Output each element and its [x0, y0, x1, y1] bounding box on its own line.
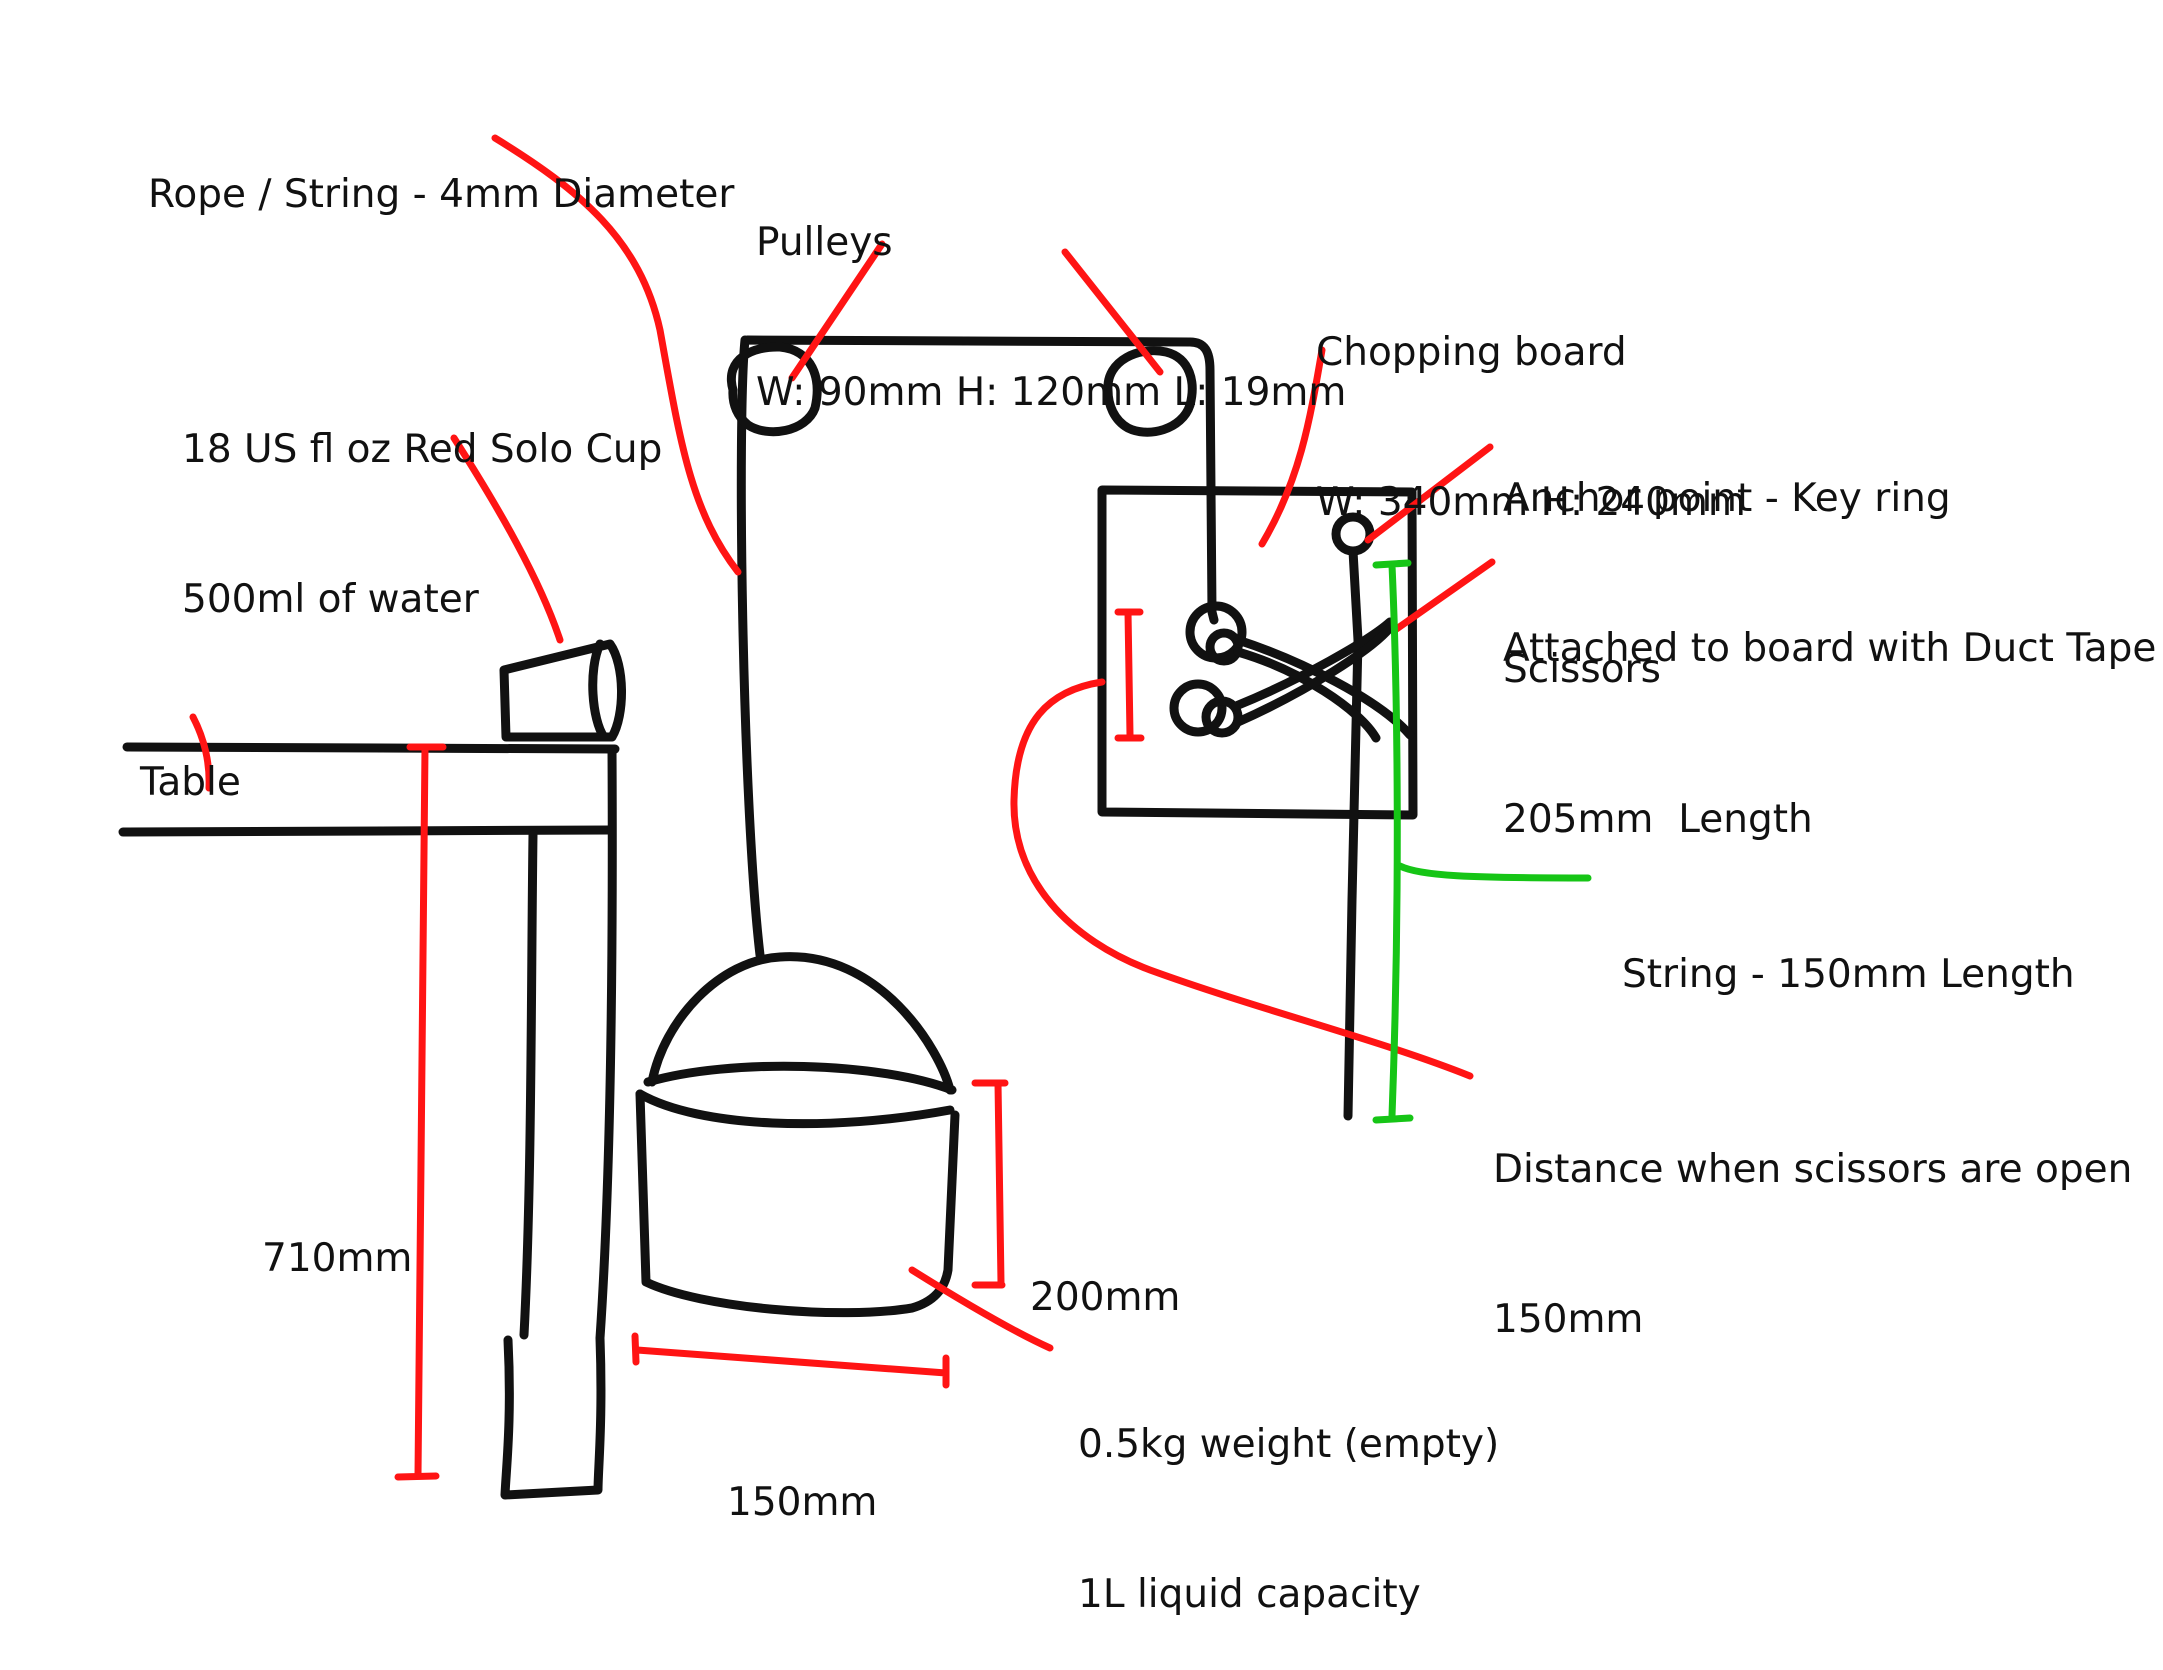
- label-scissors-title: Scissors: [1503, 647, 1661, 692]
- label-rope: Rope / String - 4mm Diameter: [148, 70, 734, 270]
- label-anchor-desc: Attached to board with Duct Tape: [1503, 626, 2157, 671]
- rope-frame: [736, 335, 1219, 960]
- label-distance-value: 150mm: [1493, 1297, 1644, 1342]
- leader-board: [1258, 346, 1326, 548]
- bucket-rim: [635, 1061, 957, 1129]
- label-rope-text: Rope / String - 4mm Diameter: [148, 172, 735, 217]
- label-board: Chopping board W: 340mm H: 240mm: [1316, 228, 1746, 578]
- label-scissors: Scissors 205mm Length: [1503, 545, 1813, 895]
- scissors-icon: [1169, 601, 1415, 743]
- label-bucket: 0.5kg weight (empty) 1L liquid capacity: [1078, 1320, 1499, 1670]
- label-distance-title: Distance when scissors are open: [1493, 1147, 2133, 1192]
- label-bucket-height-text: 200mm: [1030, 1275, 1181, 1320]
- label-pulleys-dims: W: 90mm H: 120mm L: 19mm: [756, 370, 1347, 415]
- label-bucket-width-text: 150mm: [727, 1480, 878, 1525]
- label-pulleys: Pulleys W: 90mm H: 120mm L: 19mm: [756, 118, 1346, 468]
- label-board-title: Chopping board: [1316, 330, 1627, 375]
- leader-bucket: [908, 1266, 1054, 1352]
- dimension-bucket-height: [971, 1079, 1009, 1289]
- label-scissors-length: 205mm Length: [1503, 797, 1813, 842]
- label-cup: 18 US fl oz Red Solo Cup 500ml of water: [182, 325, 662, 675]
- label-table-text: Table: [140, 760, 241, 805]
- label-string-length-text: String - 150mm Length: [1622, 952, 2075, 997]
- bucket-handle: [647, 952, 955, 1095]
- label-table-height-text: 710mm: [262, 1236, 413, 1281]
- label-pulleys-title: Pulleys: [756, 220, 893, 265]
- label-bucket-height: 200mm: [1030, 1173, 1180, 1373]
- table-underside-line: [118, 825, 617, 837]
- label-cup-volume: 500ml of water: [182, 577, 479, 622]
- label-anchor: Anchor point - Key ring Attached to boar…: [1503, 374, 2156, 724]
- dimension-string-length: [1372, 559, 1414, 1124]
- label-table: Table: [140, 658, 241, 858]
- label-bucket-capacity: 1L liquid capacity: [1078, 1572, 1421, 1617]
- string-line: [1343, 546, 1363, 1121]
- label-anchor-title: Anchor point - Key ring: [1503, 476, 1951, 521]
- leader-scissors: [1391, 558, 1496, 634]
- dimension-table-height: [394, 743, 447, 1481]
- dimension-bucket-width: [631, 1332, 950, 1389]
- leader-distance: [1010, 678, 1474, 1080]
- label-board-dims: W: 340mm H: 240mm: [1316, 480, 1746, 525]
- label-distance: Distance when scissors are open 150mm: [1493, 1045, 2132, 1395]
- leader-anchor: [1364, 443, 1494, 544]
- chopping-board: [1097, 485, 1418, 820]
- pulley-right: [1103, 346, 1197, 437]
- table-leg: [500, 744, 617, 1500]
- mechanism-diagram: [118, 134, 1592, 1500]
- leader-pulley-left: [788, 240, 886, 382]
- label-table-height: 710mm: [262, 1134, 412, 1334]
- leader-cup: [450, 434, 564, 644]
- solo-cup: [499, 639, 626, 742]
- leader-pulley-right: [1061, 248, 1164, 376]
- leader-table: [189, 713, 213, 792]
- label-cup-title: 18 US fl oz Red Solo Cup: [182, 427, 663, 472]
- label-string-length: String - 150mm Length: [1622, 850, 2075, 1050]
- leader-rope: [491, 134, 742, 576]
- label-bucket-width: 150mm: [727, 1378, 877, 1578]
- pulley-left: [726, 342, 822, 437]
- leader-string: [1396, 862, 1592, 882]
- label-bucket-weight: 0.5kg weight (empty): [1078, 1422, 1500, 1467]
- dimension-scissors-gap: [1114, 608, 1145, 742]
